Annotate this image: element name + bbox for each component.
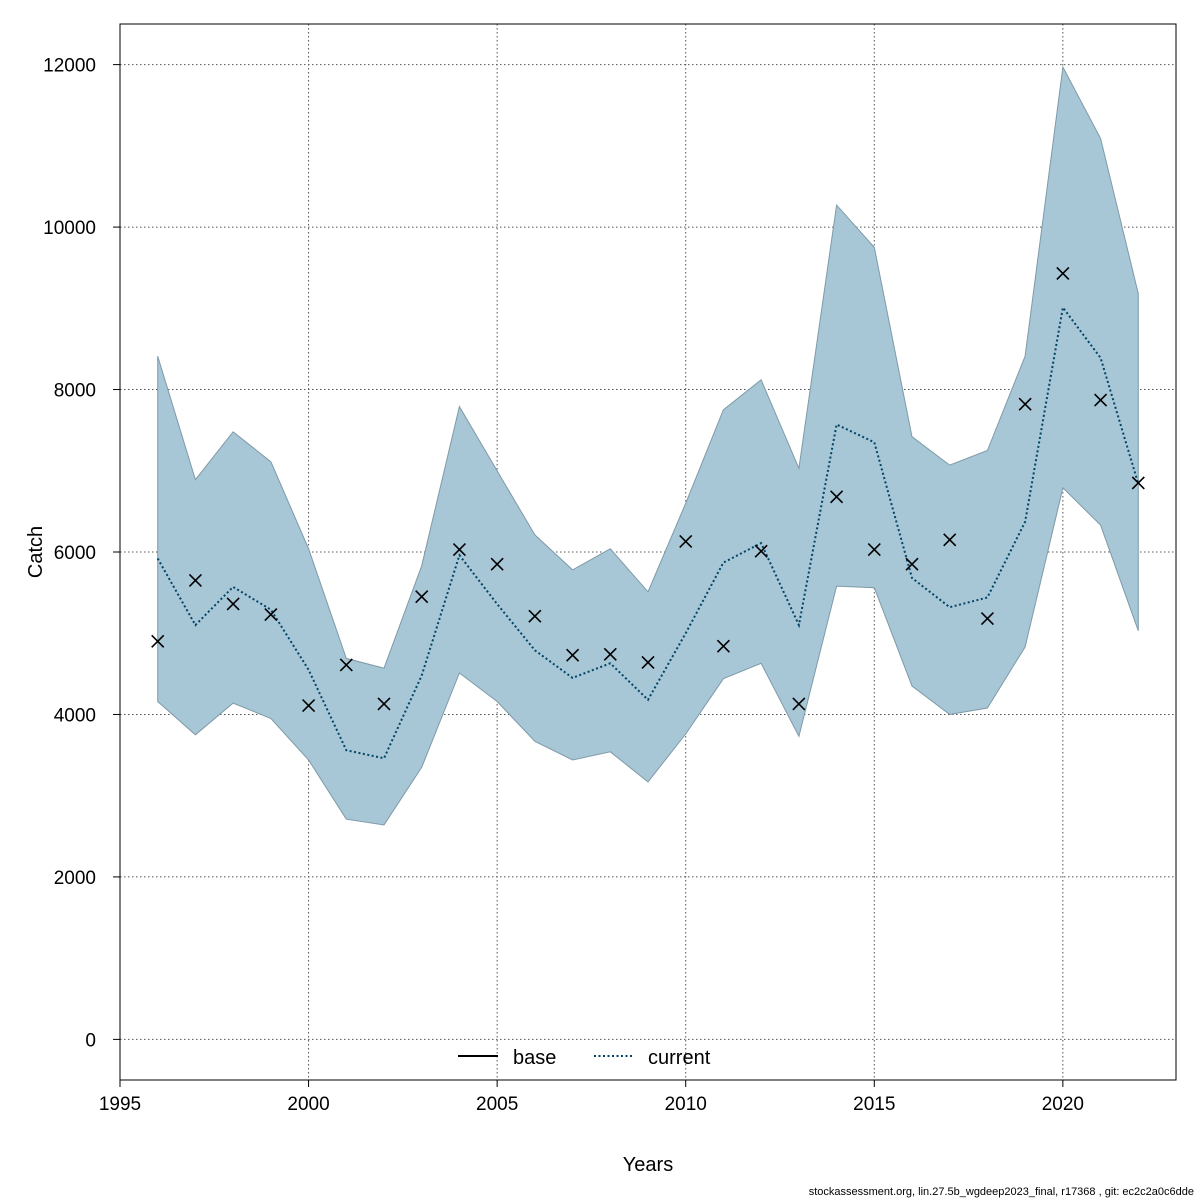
x-tick-label-2010: 2010	[665, 1094, 707, 1115]
x-tick-label-2015: 2015	[853, 1094, 895, 1115]
observation-marker-2001	[339, 658, 353, 672]
observation-marker-2002	[377, 697, 391, 711]
observation-marker-2020	[1056, 266, 1070, 280]
x-tick-label-1995: 1995	[99, 1094, 141, 1115]
observation-marker-2015	[867, 542, 881, 557]
observation-marker-2008	[603, 647, 617, 661]
observation-marker-2022	[1131, 476, 1145, 490]
observation-marker-2012	[754, 544, 768, 558]
observation-marker-1998	[226, 597, 240, 611]
legend-label-base: base	[513, 1047, 556, 1069]
observation-marker-1997	[188, 573, 202, 587]
x-axis: 1995 2000 2005 2010 2015 2020	[99, 1079, 1084, 1115]
y-tick-label-2000: 2000	[54, 868, 96, 889]
confidence-band	[157, 65, 1139, 826]
x-tick-label-2005: 2005	[476, 1094, 518, 1115]
observation-marker-2007	[566, 648, 580, 662]
legend-label-current: current	[648, 1047, 711, 1069]
observation-marker-2014	[830, 490, 844, 504]
y-axis-title: Catch	[25, 526, 47, 578]
legend: base current	[458, 1047, 711, 1069]
observation-marker-2003	[415, 590, 429, 604]
observation-marker-1996	[151, 634, 165, 648]
observation-marker-2016	[905, 557, 919, 571]
observation-marker-2006	[528, 609, 542, 623]
observation-marker-2010	[679, 534, 693, 549]
x-tick-label-2020: 2020	[1042, 1094, 1084, 1115]
observation-marker-2019	[1018, 397, 1032, 411]
observation-marker-2011	[716, 639, 730, 653]
y-tick-label-4000: 4000	[54, 705, 96, 726]
y-tick-label-12000: 12000	[43, 56, 96, 77]
footer-credits: stockassessment.org, lin.27.5b_wgdeep202…	[808, 1186, 1194, 1198]
x-tick-label-2000: 2000	[287, 1094, 329, 1115]
y-axis: 0 2000 4000 6000 8000 10000 12000	[43, 56, 121, 1051]
y-tick-label-10000: 10000	[43, 218, 96, 239]
y-tick-label-6000: 6000	[54, 543, 96, 564]
observation-marker-2004	[452, 542, 466, 557]
x-axis-title: Years	[623, 1154, 673, 1176]
observation-marker-2000	[302, 698, 316, 713]
current-series-line	[156, 305, 1140, 760]
observation-marker-2021	[1094, 393, 1108, 407]
observation-marker-2013	[792, 697, 806, 711]
observation-marker-1999	[264, 607, 278, 622]
observation-marker-2017	[943, 533, 957, 547]
observation-marker-2018	[980, 612, 994, 626]
observation-marker-2009	[641, 655, 655, 670]
y-tick-label-0: 0	[85, 1030, 96, 1051]
observation-marker-2005	[490, 557, 504, 571]
observation-markers	[151, 266, 1145, 713]
y-tick-label-8000: 8000	[54, 381, 96, 402]
